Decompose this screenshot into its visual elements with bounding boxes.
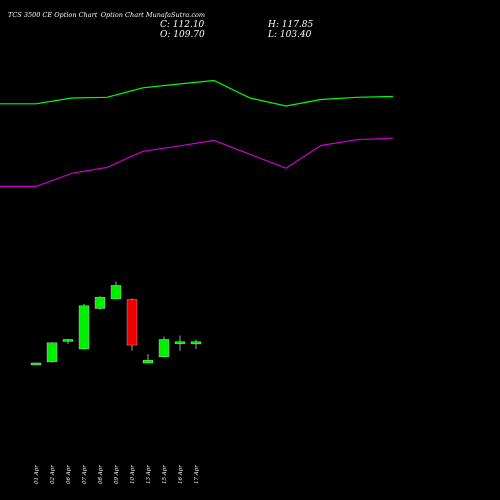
candle-body bbox=[94, 297, 106, 309]
candle bbox=[190, 339, 202, 349]
green-overlay-line bbox=[0, 79, 394, 107]
candle-body bbox=[158, 339, 170, 358]
open-readout: O: 109.70 bbox=[160, 30, 205, 40]
candle-body bbox=[46, 342, 58, 363]
x-tick-label: 09 Apr bbox=[114, 465, 120, 484]
x-tick-label: 15 Apr bbox=[162, 465, 168, 484]
overlay-lines bbox=[0, 79, 394, 187]
candle bbox=[94, 296, 106, 310]
candles bbox=[30, 281, 202, 366]
candle bbox=[30, 362, 42, 366]
candle-body bbox=[174, 341, 186, 344]
candle-body bbox=[126, 299, 138, 346]
x-tick-label: 17 Apr bbox=[194, 465, 200, 484]
low-readout: L: 103.40 bbox=[267, 30, 312, 40]
x-tick-label: 01 Apr bbox=[34, 465, 40, 484]
candle bbox=[46, 342, 58, 363]
x-tick-label: 16 Apr bbox=[178, 465, 184, 484]
x-tick-label: 08 Apr bbox=[98, 465, 104, 484]
x-tick-label: 07 Apr bbox=[82, 465, 88, 484]
candle-body bbox=[142, 360, 154, 364]
x-tick-label: 13 Apr bbox=[146, 465, 152, 484]
x-tick-label: 02 Apr bbox=[50, 465, 56, 484]
close-readout: C: 112.10 bbox=[160, 20, 205, 30]
chart-watermark: Option Chart MunafaSutra.com bbox=[101, 11, 205, 19]
candle-body bbox=[78, 305, 90, 350]
x-axis-ticks: 01 Apr 02 Apr 06 Apr 07 Apr 08 Apr 09 Apr 10 A… bbox=[34, 465, 200, 484]
candle bbox=[62, 338, 74, 344]
magenta-overlay-line bbox=[0, 137, 394, 187]
x-tick-label: 06 Apr bbox=[66, 465, 72, 484]
candle-body bbox=[110, 285, 122, 300]
candle-body bbox=[62, 339, 74, 342]
candle bbox=[126, 298, 138, 351]
high-readout: H: 117.85 bbox=[267, 20, 314, 30]
candle bbox=[158, 336, 170, 358]
candle bbox=[142, 354, 154, 364]
x-tick-label: 10 Apr bbox=[130, 465, 136, 484]
candle bbox=[174, 335, 186, 351]
candle bbox=[78, 304, 90, 350]
candle-body bbox=[30, 362, 42, 366]
candle-body bbox=[190, 341, 202, 345]
candle bbox=[110, 281, 122, 300]
chart-title: TCS 3500 CE Option Chart bbox=[8, 11, 98, 19]
